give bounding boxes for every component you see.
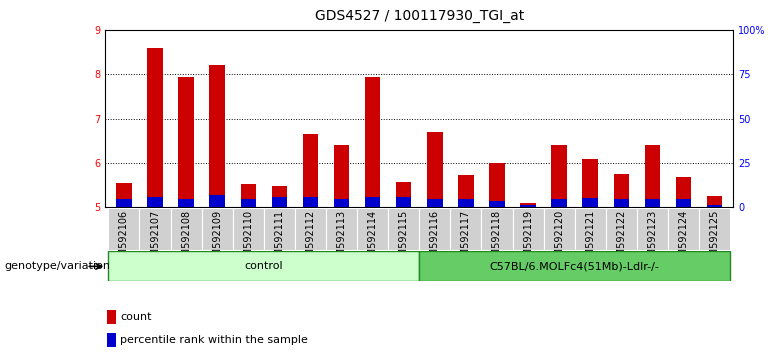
Bar xyxy=(396,198,412,207)
Text: percentile rank within the sample: percentile rank within the sample xyxy=(120,335,308,345)
Text: GSM592115: GSM592115 xyxy=(399,210,409,269)
Bar xyxy=(458,199,473,207)
Bar xyxy=(179,199,194,207)
Bar xyxy=(450,208,481,250)
Bar xyxy=(295,208,326,250)
Bar xyxy=(520,205,536,207)
Bar xyxy=(108,310,116,324)
Bar xyxy=(699,208,730,250)
Text: GDS4527 / 100117930_TGI_at: GDS4527 / 100117930_TGI_at xyxy=(314,9,524,23)
Bar xyxy=(271,186,287,207)
Bar xyxy=(707,196,722,207)
Bar xyxy=(171,208,202,250)
Bar xyxy=(644,199,660,207)
Bar xyxy=(427,132,442,207)
Text: GSM592114: GSM592114 xyxy=(367,210,378,269)
Bar xyxy=(520,202,536,207)
Bar xyxy=(489,201,505,207)
Text: GSM592121: GSM592121 xyxy=(585,210,595,269)
Bar xyxy=(240,199,256,207)
Bar xyxy=(303,134,318,207)
Bar xyxy=(489,163,505,207)
Bar xyxy=(388,208,420,250)
Bar xyxy=(108,333,116,347)
Text: GSM592124: GSM592124 xyxy=(679,210,689,269)
Bar xyxy=(675,177,691,207)
Bar xyxy=(116,199,132,207)
Text: GSM592106: GSM592106 xyxy=(119,210,129,269)
Text: GSM592108: GSM592108 xyxy=(181,210,191,269)
Bar xyxy=(365,198,381,207)
Text: count: count xyxy=(120,312,151,322)
Bar xyxy=(210,195,225,207)
Text: C57BL/6.MOLFc4(51Mb)-Ldlr-/-: C57BL/6.MOLFc4(51Mb)-Ldlr-/- xyxy=(490,261,660,272)
Text: GSM592123: GSM592123 xyxy=(647,210,658,269)
Bar xyxy=(614,174,629,207)
Text: GSM592119: GSM592119 xyxy=(523,210,533,269)
Bar xyxy=(668,208,699,250)
Bar xyxy=(108,251,420,281)
Text: GSM592125: GSM592125 xyxy=(710,210,719,269)
Bar xyxy=(583,159,598,207)
Bar xyxy=(427,199,442,207)
Bar xyxy=(575,208,606,250)
Bar xyxy=(606,208,636,250)
Text: GSM592122: GSM592122 xyxy=(616,210,626,269)
Bar xyxy=(420,251,730,281)
Bar xyxy=(707,205,722,207)
Bar xyxy=(458,175,473,207)
Bar xyxy=(210,65,225,207)
Bar xyxy=(108,208,140,250)
Bar xyxy=(147,198,163,207)
Bar xyxy=(551,199,567,207)
Bar xyxy=(334,145,349,207)
Bar xyxy=(303,198,318,207)
Text: genotype/variation: genotype/variation xyxy=(4,261,110,271)
Bar xyxy=(147,48,163,207)
Bar xyxy=(583,198,598,207)
Text: GSM592107: GSM592107 xyxy=(150,210,160,269)
Bar xyxy=(240,184,256,207)
Bar xyxy=(420,208,450,250)
Text: control: control xyxy=(244,261,283,272)
Text: GSM592109: GSM592109 xyxy=(212,210,222,269)
Bar xyxy=(271,198,287,207)
Bar xyxy=(675,199,691,207)
Bar xyxy=(365,76,381,207)
Text: GSM592120: GSM592120 xyxy=(554,210,564,269)
Bar xyxy=(396,182,412,207)
Text: GSM592117: GSM592117 xyxy=(461,210,471,269)
Bar xyxy=(326,208,357,250)
Bar xyxy=(544,208,575,250)
Bar xyxy=(512,208,544,250)
Text: GSM592112: GSM592112 xyxy=(306,210,315,269)
Bar xyxy=(334,199,349,207)
Bar xyxy=(264,208,295,250)
Bar xyxy=(551,145,567,207)
Bar xyxy=(202,208,232,250)
Bar xyxy=(232,208,264,250)
Text: GSM592116: GSM592116 xyxy=(430,210,440,269)
Bar xyxy=(357,208,388,250)
Text: GSM592118: GSM592118 xyxy=(492,210,502,269)
Bar xyxy=(179,76,194,207)
Text: GSM592111: GSM592111 xyxy=(275,210,285,269)
Bar xyxy=(644,145,660,207)
Bar xyxy=(116,183,132,207)
Bar xyxy=(140,208,171,250)
Bar xyxy=(481,208,512,250)
Text: GSM592110: GSM592110 xyxy=(243,210,254,269)
Bar xyxy=(614,199,629,207)
Bar xyxy=(636,208,668,250)
Text: GSM592113: GSM592113 xyxy=(336,210,346,269)
